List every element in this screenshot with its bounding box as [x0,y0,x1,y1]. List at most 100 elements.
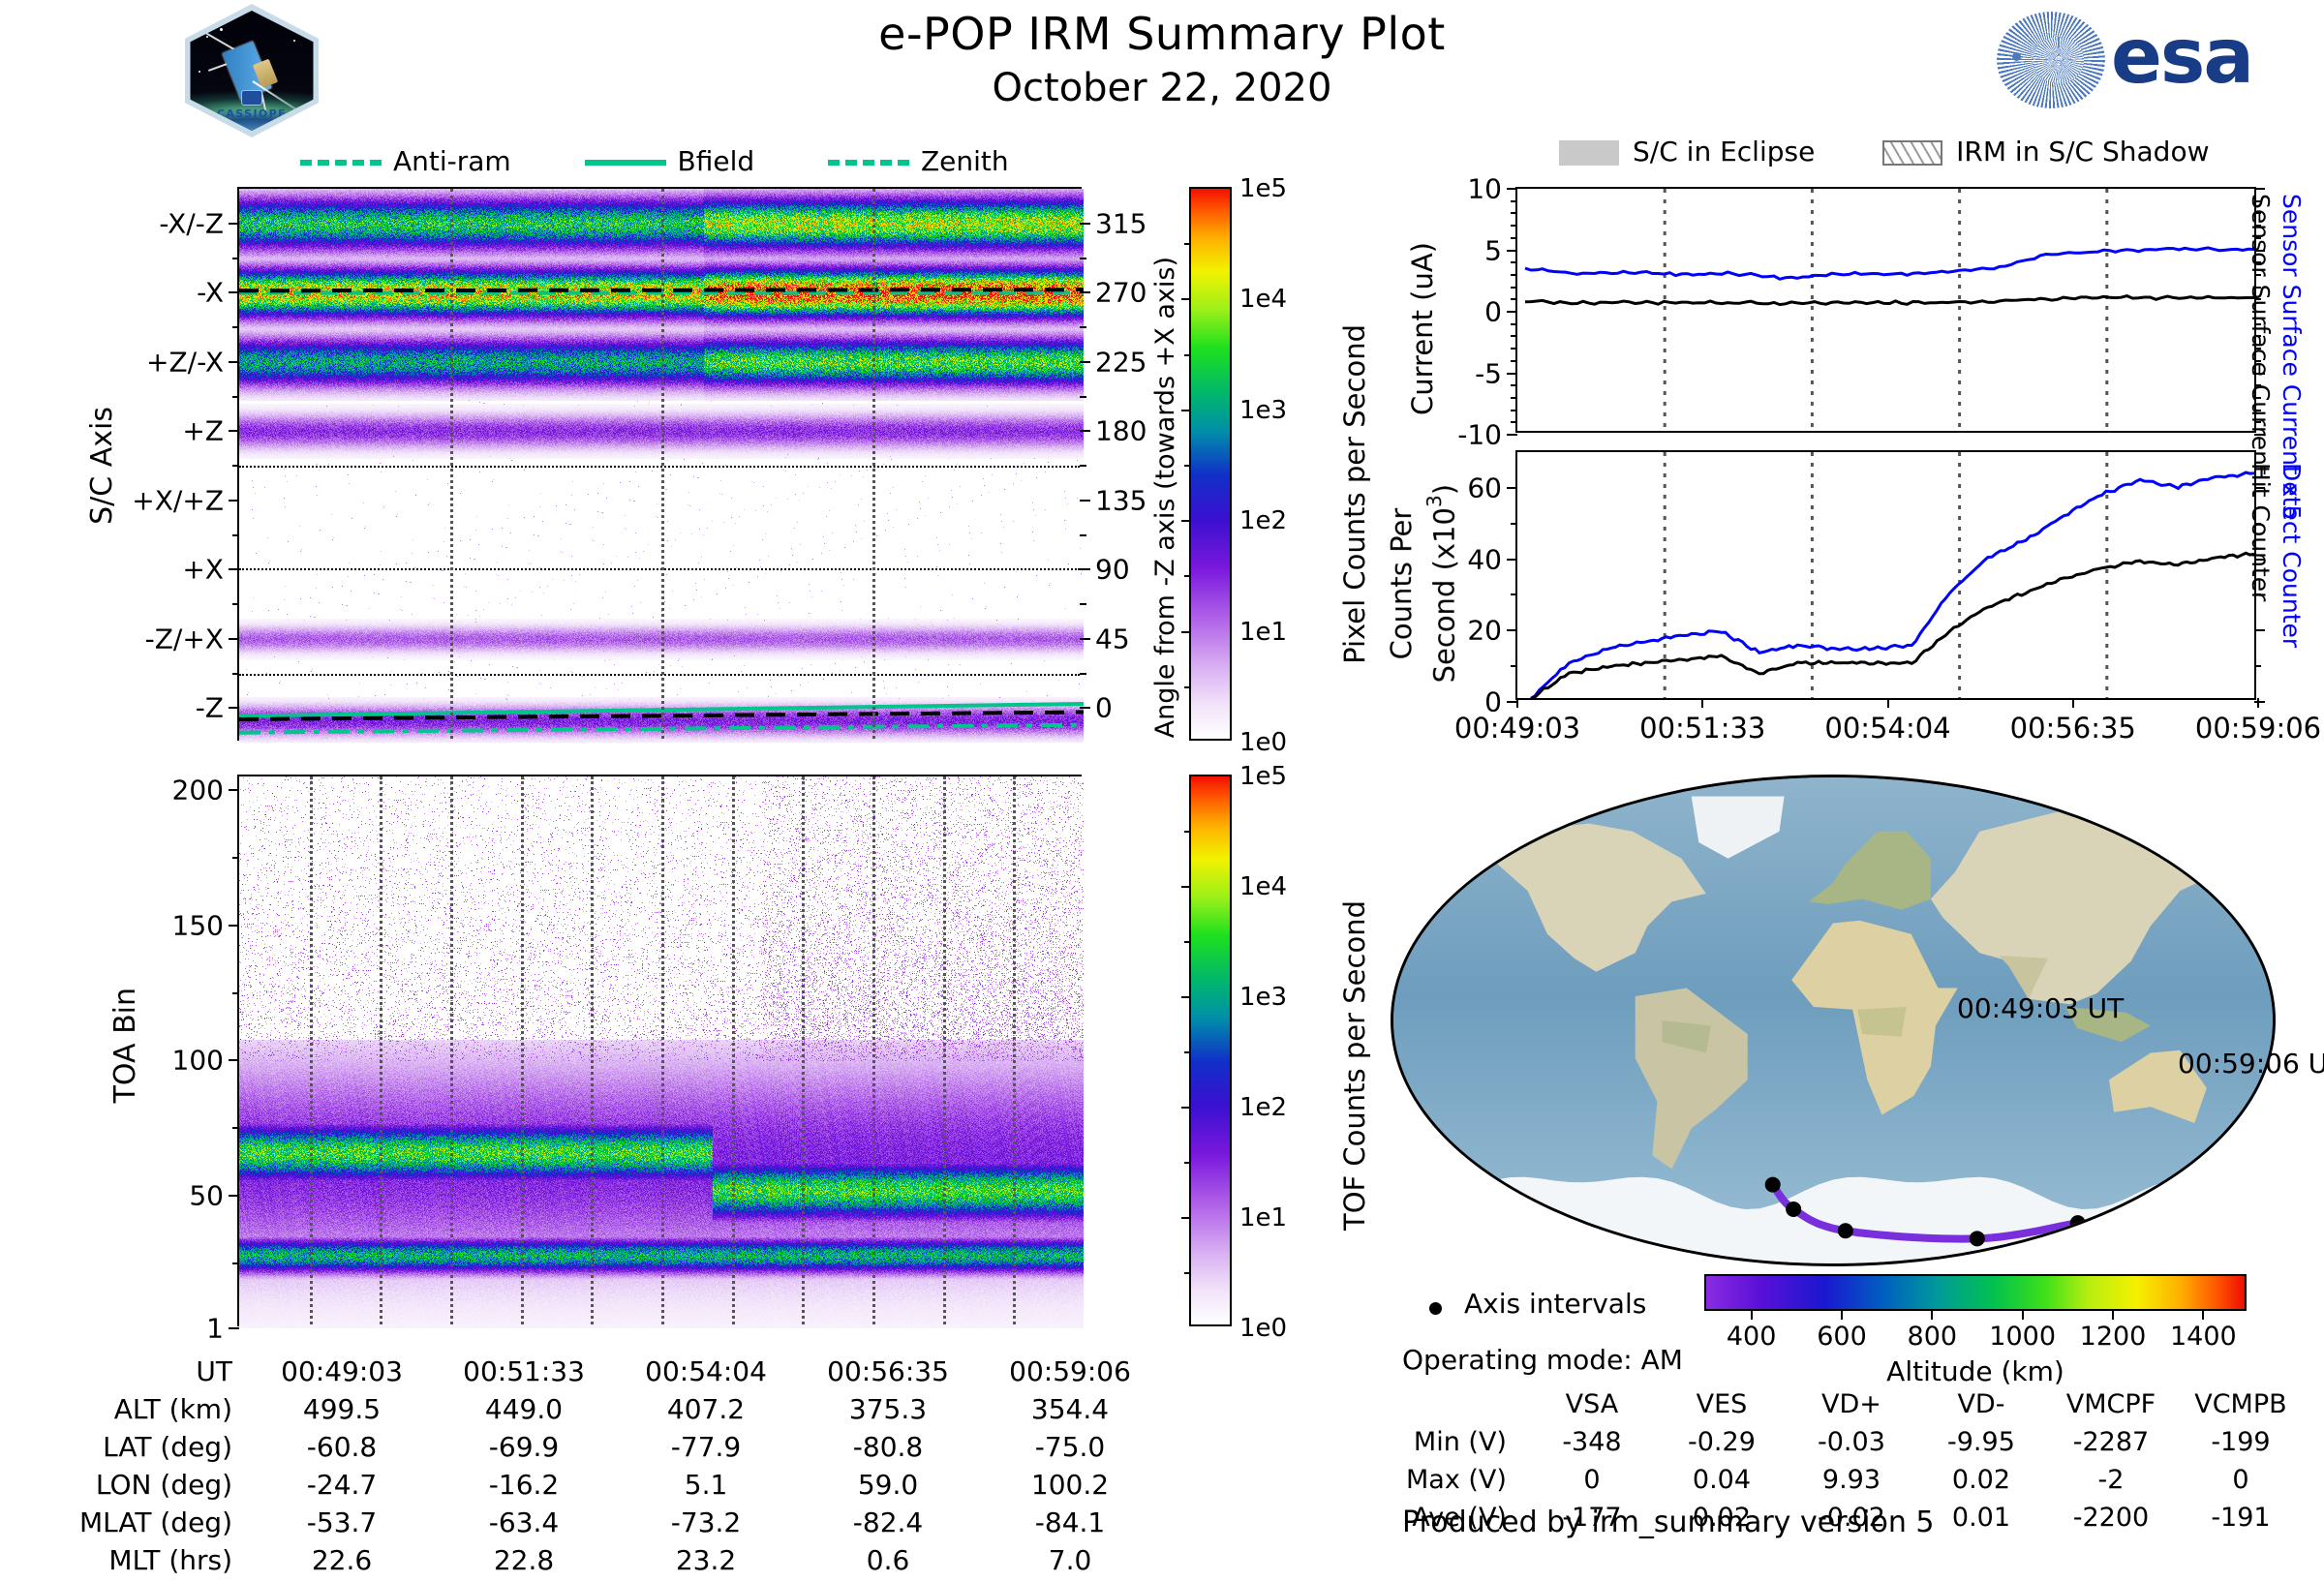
altitude-colorbar-title: Altitude (km) [1886,1355,2064,1387]
axis-minor-tick [1511,522,1517,525]
ephemeris-cell-0-2: 00:54:04 [645,1355,767,1387]
colorbar-tick [1181,630,1191,633]
gray-swatch-icon [1559,140,1619,166]
table-row: LON (deg) -24.7 -16.2 5.1 59.0 100.2 [79,1469,1160,1505]
ephemeris-cell-3-4: 100.2 [1030,1469,1110,1501]
time-tick-label-2: 00:54:04 [1824,712,1951,745]
axis-tick [229,499,239,502]
colorbar-tick-label: 1e4 [1239,285,1288,315]
spectrogram-angle-tick-7: 0 [1095,691,1113,724]
time-tick-label-1: 00:51:33 [1639,712,1766,745]
axis-minor-tick [1511,199,1517,202]
altitude-tick-label-2: 800 [1907,1322,1958,1352]
axis-minor-tick [1511,421,1517,424]
ephemeris-cell-0-3: 00:56:35 [827,1355,949,1387]
ephemeris-row-label-5: MLT (hrs) [108,1544,233,1576]
axis-minor-tick-right [2254,322,2261,325]
colorbar-tick-label: 1e0 [1239,728,1288,757]
axis-minor-tick [232,856,239,859]
legend-item-anti-ram: Anti-ram [300,145,520,177]
table-row: MLT (hrs) 22.6 22.8 23.2 0.6 7.0 [79,1544,1160,1580]
voltage-col-header-3: VD- [1957,1389,2005,1419]
axis-tick-bottom [1516,698,1518,708]
axis-tick-right [2254,249,2265,252]
axis-tick-right [1080,360,1090,363]
time-gridline [450,776,453,1324]
axis-tick [1507,486,1517,489]
axis-minor-tick [1511,236,1517,239]
ephemeris-cell-1-3: 375.3 [848,1393,928,1425]
axis-tick [1507,629,1517,632]
axis-minor-tick-right [2254,212,2261,215]
voltage-col-header-4: VMCPF [2065,1389,2156,1419]
voltage-cell-1-1: 0.04 [1692,1465,1752,1495]
spectrogram-ytick-5: +X [182,553,224,586]
cassiope-mission-patch-icon: CASSIOPE [179,4,324,137]
axis-minor-tick-right [2254,335,2261,338]
axis-tick-bottom [1701,698,1704,708]
table-header-row: VSA VES VD+ VD- VMCPF VCMPB [1406,1388,2305,1425]
axis-minor-tick [232,924,239,927]
table-row: Max (V) 0 0.04 9.93 0.02 -2 0 [1406,1465,2305,1501]
current-panel: 10 5 0 -5 -10 [1457,173,2265,451]
ephemeris-cell-3-2: 5.1 [684,1469,728,1501]
axis-minor-tick [1511,335,1517,338]
axis-minor-tick [1511,396,1517,399]
ephemeris-row-label-4: MLAT (deg) [79,1506,233,1538]
orbit-track-line [1768,1180,2082,1243]
ephemeris-table: UT 00:49:03 00:51:33 00:54:04 00:56:35 00:59:… [77,1354,1162,1582]
orbit-world-map: 00:49:03 UT 00:59:06 UT [1391,775,2324,1266]
toa-ytick-4: 1 [206,1312,224,1345]
altitude-tick [1841,1309,1843,1320]
pixel-counts-colorbar: 1e5 1e4 1e3 1e2 1e1 1e0 [1181,174,1287,757]
legend-item-sc-eclipse: S/C in Eclipse [1559,136,1823,167]
axis-tick-right [2254,701,2265,703]
spectrogram-legend: Anti-ram Bfield Zenith [300,145,1009,177]
voltage-cell-1-0: 0 [1583,1465,1601,1495]
pixel-counts-colorbar-title: Pixel Counts per Second [1338,324,1371,664]
colorbar-tick [1181,409,1191,411]
axis-minor-tick [232,788,239,791]
axis-minor-tick-right [2254,384,2261,387]
table-row: Min (V) -348 -0.29 -0.03 -9.95 -2287 -199 [1406,1427,2305,1463]
axis-tick [229,707,239,710]
axis-minor-tick-right [1080,395,1086,398]
spectrogram-ytick-3: +Z [182,414,224,447]
colorbar-tick-label: 1e2 [1239,1093,1288,1122]
ephemeris-cell-4-2: -73.2 [670,1506,742,1538]
voltage-cell-0-0: -348 [1562,1427,1622,1457]
colorbar-minor-tick [1184,1272,1191,1274]
voltage-corner-cell [1406,1388,1526,1425]
esa-wordmark: esa [2111,14,2254,101]
spectrogram-ylabel-right: Angle from -Z axis (towards +X axis) [1150,257,1180,739]
spectrogram-angle-tick-5: 90 [1095,553,1130,586]
axis-tick [229,430,239,433]
legend-label-anti-ram: Anti-ram [393,145,511,177]
ephemeris-cell-5-3: 0.6 [866,1544,910,1576]
ephemeris-cell-5-0: 22.6 [311,1544,373,1576]
axis-tick [1507,701,1517,703]
axis-minor-tick-right [2254,236,2261,239]
axis-tick-right [1080,707,1090,710]
ephemeris-cell-0-0: 00:49:03 [281,1355,403,1387]
time-gridline [661,776,664,1324]
axis-minor-tick-right [2254,421,2261,424]
voltage-cell-1-5: 0 [2232,1465,2249,1495]
axis-minor-tick-right [2254,409,2261,411]
spectrogram-angle-tick-0: 315 [1095,207,1147,240]
dashed-line-icon [300,160,382,166]
colorbar-minor-tick [1184,575,1191,578]
toa-ytick-3: 50 [189,1179,224,1212]
voltage-row-label-0: Min (V) [1413,1427,1507,1457]
colorbar-tick-label: 1e2 [1239,506,1288,536]
altitude-tick-label-0: 400 [1726,1322,1777,1352]
counts-ylabel: Counts Per Second (x103) [1385,484,1461,684]
counts-ytick-0: 60 [1467,472,1502,504]
axis-tick [229,360,239,363]
axis-minor-tick-right [1080,465,1086,467]
ephemeris-cell-3-1: -16.2 [488,1469,560,1501]
legend-item-irm-shadow: IRM in S/C Shadow [1882,136,2209,167]
spectrogram-angle-tick-1: 270 [1095,276,1147,309]
voltage-row-label-1: Max (V) [1406,1465,1507,1495]
axis-minor-tick-right [1080,533,1086,536]
